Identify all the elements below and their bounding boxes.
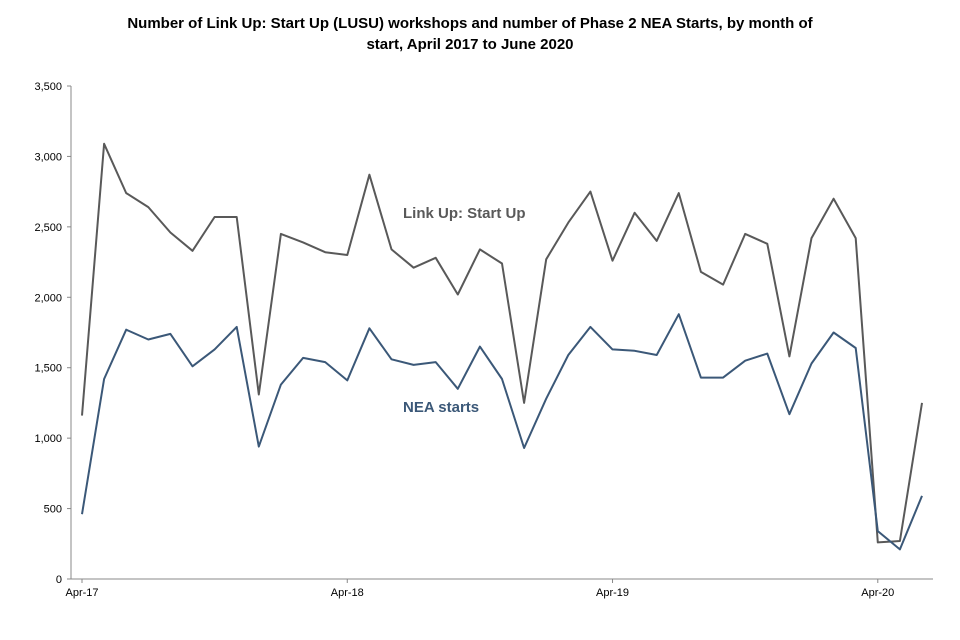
chart-title-line-2: start, April 2017 to June 2020	[366, 36, 573, 53]
series-line-nea	[81, 313, 923, 551]
y-tick-label: 2,500	[34, 222, 62, 234]
y-axis: 0 500 1,000 1,500 2,000 2,500 3,000 3,500	[34, 81, 72, 586]
x-tick-label: Apr-17	[65, 587, 98, 599]
series-lines	[81, 142, 923, 551]
x-tick-label: Apr-18	[331, 587, 364, 599]
y-tick-label: 2,000	[34, 292, 62, 304]
series-label-lusu: Link Up: Start Up	[403, 205, 526, 222]
x-tick-label: Apr-19	[596, 587, 629, 599]
y-tick-label: 3,000	[34, 151, 62, 163]
y-tick-label: 1,500	[34, 363, 62, 375]
series-line-lusu	[81, 142, 923, 544]
y-tick-label: 0	[56, 574, 62, 586]
x-axis: Apr-17 Apr-18 Apr-19 Apr-20	[65, 578, 933, 599]
series-label-nea: NEA starts	[403, 399, 479, 416]
chart-title-line-1: Number of Link Up: Start Up (LUSU) works…	[127, 15, 813, 32]
y-tick-label: 500	[44, 504, 62, 516]
y-tick-label: 1,000	[34, 433, 62, 445]
y-tick-label: 3,500	[34, 81, 62, 93]
x-tick-label: Apr-20	[861, 587, 894, 599]
